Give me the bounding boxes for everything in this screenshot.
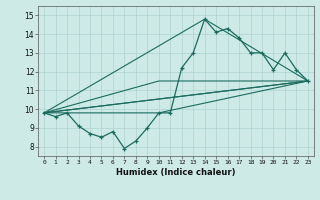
X-axis label: Humidex (Indice chaleur): Humidex (Indice chaleur)	[116, 168, 236, 177]
